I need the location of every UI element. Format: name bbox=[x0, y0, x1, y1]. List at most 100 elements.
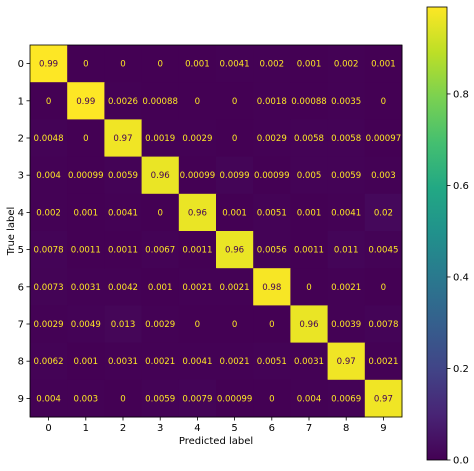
cell-value-label: 0.001 bbox=[222, 208, 247, 218]
heatmap-cell bbox=[67, 379, 105, 418]
cell-value-label: 0.0039 bbox=[331, 320, 361, 330]
cell-value-label: 0.004 bbox=[297, 394, 322, 404]
cell-value-label: 0.0049 bbox=[71, 320, 101, 330]
colorbar-tick-label: 0.2 bbox=[453, 364, 469, 375]
heatmap-cell bbox=[327, 193, 366, 232]
cell-value-label: 0.0031 bbox=[71, 283, 101, 293]
heatmap-cell bbox=[141, 193, 180, 232]
y-axis-ticks: 0 1 2 3 4 5 6 7 8 9 bbox=[18, 59, 30, 405]
heatmap-cell bbox=[216, 379, 254, 418]
x-tick-label: 6 bbox=[269, 423, 275, 434]
cell-value-label: 0.96 bbox=[151, 171, 170, 181]
cell-value-label: 0.0021 bbox=[220, 357, 250, 367]
heatmap-cell bbox=[364, 82, 403, 120]
cell-value-label: 0.004 bbox=[36, 171, 61, 181]
heatmap-cell bbox=[364, 45, 403, 83]
y-tick-label: 3 bbox=[18, 171, 24, 182]
cell-value-label: 0.001 bbox=[371, 60, 396, 70]
cell-value-label: 0 bbox=[232, 97, 237, 107]
heatmap-cell bbox=[290, 305, 329, 344]
heatmap-cell bbox=[253, 379, 291, 418]
cell-value-label: 0.00099 bbox=[254, 171, 290, 181]
cell-value-label: 0.0048 bbox=[34, 134, 64, 144]
cell-value-label: 0.0059 bbox=[331, 171, 361, 181]
heatmap-cell bbox=[67, 342, 105, 381]
cell-value-label: 0.005 bbox=[297, 171, 322, 181]
cell-value-label: 0.0051 bbox=[257, 357, 287, 367]
heatmap-cell bbox=[178, 268, 217, 306]
cell-value-label: 0.0079 bbox=[182, 394, 212, 404]
plot-frame bbox=[29, 44, 403, 418]
heatmap-cell bbox=[178, 342, 217, 381]
heatmap-cell bbox=[30, 119, 68, 158]
heatmap-cell bbox=[253, 268, 291, 306]
cell-value-label: 0.0018 bbox=[257, 97, 287, 107]
heatmap-cell bbox=[290, 193, 329, 232]
cell-value-label: 0.0078 bbox=[368, 320, 398, 330]
heatmap-cell bbox=[141, 82, 180, 120]
cell-value-label: 0.0059 bbox=[145, 394, 175, 404]
heatmap-cell bbox=[67, 268, 105, 306]
cell-value-label: 0.97 bbox=[374, 394, 393, 404]
heatmap-cell bbox=[67, 231, 105, 269]
heatmap-cell bbox=[290, 231, 329, 269]
heatmap-cell bbox=[141, 342, 180, 381]
cell-value-label: 0 bbox=[83, 60, 88, 70]
heatmap-cell bbox=[216, 268, 254, 306]
heatmap-cell bbox=[290, 379, 329, 418]
heatmap-cell bbox=[290, 268, 329, 306]
y-tick-label: 7 bbox=[18, 320, 24, 331]
cell-value-label: 0 bbox=[120, 60, 125, 70]
heatmap-cell bbox=[216, 82, 254, 120]
cell-value-label: 0.0031 bbox=[294, 357, 324, 367]
cell-value-label: 0.002 bbox=[334, 60, 359, 70]
cell-value-label: 0.0069 bbox=[331, 394, 361, 404]
x-tick-label: 1 bbox=[83, 423, 89, 434]
cell-value-label: 0.0041 bbox=[182, 357, 212, 367]
heatmap-cell bbox=[216, 305, 254, 344]
heatmap-cell bbox=[141, 268, 180, 306]
heatmap-cell bbox=[67, 119, 105, 158]
x-tick-label: 3 bbox=[157, 423, 163, 434]
cell-value-label: 0.0029 bbox=[145, 320, 175, 330]
cell-value-label: 0.0056 bbox=[257, 246, 287, 256]
cell-value-label: 0.002 bbox=[259, 60, 284, 70]
cell-value-label: 0.001 bbox=[297, 60, 322, 70]
cell-value-label: 0.0019 bbox=[145, 134, 175, 144]
cell-value-label: 0.99 bbox=[39, 60, 58, 70]
heatmap-cell bbox=[30, 379, 68, 418]
x-tick-label: 4 bbox=[194, 423, 200, 434]
cell-value-label: 0 bbox=[232, 320, 237, 330]
colorbar-tick-label: 0.4 bbox=[453, 272, 469, 283]
heatmap-cell bbox=[216, 45, 254, 83]
heatmap-cell bbox=[104, 45, 143, 83]
cell-value-label: 0.003 bbox=[73, 394, 98, 404]
heatmap-cell bbox=[141, 379, 180, 418]
heatmap-cell bbox=[327, 82, 366, 120]
cell-value-label: 0 bbox=[306, 283, 311, 293]
heatmap-cell bbox=[327, 342, 366, 381]
cell-value-label: 0.98 bbox=[262, 283, 281, 293]
heatmap-cell bbox=[178, 231, 217, 269]
cell-value-labels: 0.99 0 0 0 0.001 0.0041 0.002 0.001 0.002 0.001 0 0… bbox=[34, 60, 402, 405]
y-tick-label: 9 bbox=[18, 394, 24, 405]
heatmap-cell bbox=[141, 45, 180, 83]
cell-value-label: 0.96 bbox=[299, 320, 318, 330]
cell-value-label: 0.013 bbox=[111, 320, 136, 330]
heatmap-cell bbox=[178, 119, 217, 158]
heatmap-cell bbox=[253, 231, 291, 269]
heatmap-cell bbox=[253, 193, 291, 232]
cell-value-label: 0.0011 bbox=[182, 246, 212, 256]
cell-value-label: 0.0045 bbox=[368, 246, 398, 256]
heatmap-cell bbox=[30, 45, 68, 83]
cell-value-label: 0.0042 bbox=[108, 283, 138, 293]
cell-value-label: 0.001 bbox=[297, 208, 322, 218]
cell-value-label: 0.00097 bbox=[366, 134, 402, 144]
cell-value-label: 0.0073 bbox=[34, 283, 64, 293]
cell-value-label: 0.0011 bbox=[294, 246, 324, 256]
x-tick-label: 2 bbox=[120, 423, 126, 434]
cell-value-label: 0 bbox=[232, 134, 237, 144]
cell-value-label: 0 bbox=[120, 394, 125, 404]
x-axis-ticks: 0 1 2 3 4 5 6 7 8 9 bbox=[45, 417, 387, 434]
heatmap-cell bbox=[290, 156, 329, 195]
